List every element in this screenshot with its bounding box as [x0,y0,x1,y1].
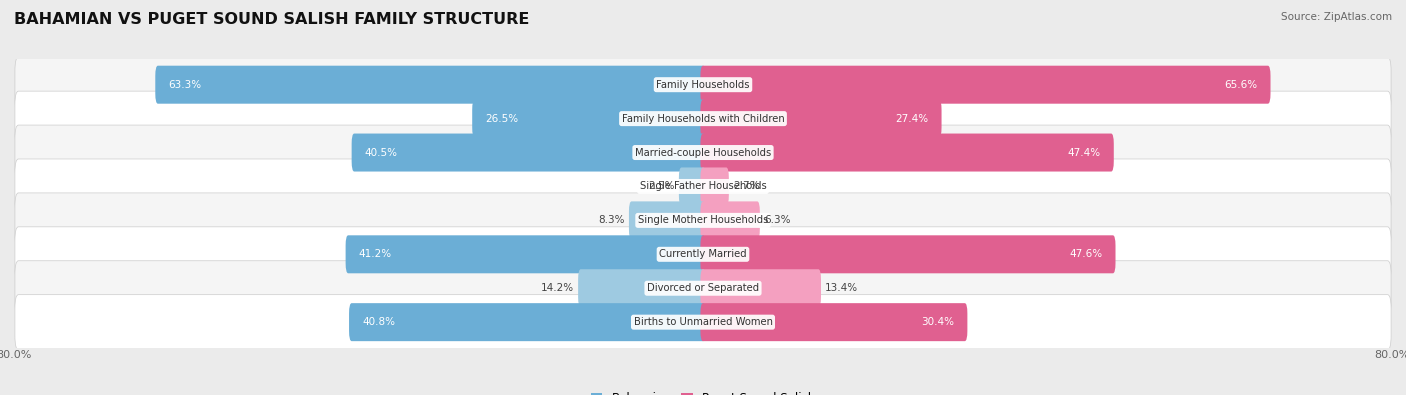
FancyBboxPatch shape [15,193,1391,248]
FancyBboxPatch shape [15,261,1391,316]
Text: 8.3%: 8.3% [598,215,624,226]
Text: BAHAMIAN VS PUGET SOUND SALISH FAMILY STRUCTURE: BAHAMIAN VS PUGET SOUND SALISH FAMILY ST… [14,12,530,27]
Text: 63.3%: 63.3% [169,80,201,90]
Text: 65.6%: 65.6% [1225,80,1257,90]
Text: Source: ZipAtlas.com: Source: ZipAtlas.com [1281,12,1392,22]
Text: Single Father Households: Single Father Households [640,181,766,192]
Text: 40.5%: 40.5% [364,148,398,158]
Text: Married-couple Households: Married-couple Households [636,148,770,158]
Text: 6.3%: 6.3% [763,215,790,226]
Text: 2.5%: 2.5% [648,181,675,192]
FancyBboxPatch shape [700,100,942,137]
Text: 27.4%: 27.4% [896,114,928,124]
Text: 30.4%: 30.4% [921,317,955,327]
Text: Family Households with Children: Family Households with Children [621,114,785,124]
FancyBboxPatch shape [346,235,706,273]
FancyBboxPatch shape [700,66,1271,104]
FancyBboxPatch shape [15,159,1391,214]
FancyBboxPatch shape [700,269,821,307]
FancyBboxPatch shape [352,134,706,171]
FancyBboxPatch shape [700,303,967,341]
Text: 40.8%: 40.8% [361,317,395,327]
FancyBboxPatch shape [349,303,706,341]
Text: Divorced or Separated: Divorced or Separated [647,283,759,293]
FancyBboxPatch shape [628,201,706,239]
FancyBboxPatch shape [15,91,1391,146]
Text: 2.7%: 2.7% [733,181,759,192]
FancyBboxPatch shape [15,295,1391,350]
Text: Births to Unmarried Women: Births to Unmarried Women [634,317,772,327]
FancyBboxPatch shape [700,167,728,205]
FancyBboxPatch shape [679,167,706,205]
Legend: Bahamian, Puget Sound Salish: Bahamian, Puget Sound Salish [591,392,815,395]
FancyBboxPatch shape [15,57,1391,112]
Text: 13.4%: 13.4% [825,283,859,293]
Text: 14.2%: 14.2% [541,283,574,293]
Text: Single Mother Households: Single Mother Households [638,215,768,226]
FancyBboxPatch shape [700,134,1114,171]
FancyBboxPatch shape [700,235,1115,273]
FancyBboxPatch shape [700,201,759,239]
FancyBboxPatch shape [15,125,1391,180]
Text: 26.5%: 26.5% [485,114,519,124]
FancyBboxPatch shape [578,269,706,307]
Text: 47.4%: 47.4% [1067,148,1101,158]
Text: Currently Married: Currently Married [659,249,747,259]
FancyBboxPatch shape [15,227,1391,282]
FancyBboxPatch shape [155,66,706,104]
Text: Family Households: Family Households [657,80,749,90]
Text: 41.2%: 41.2% [359,249,392,259]
Text: 47.6%: 47.6% [1070,249,1102,259]
FancyBboxPatch shape [472,100,706,137]
